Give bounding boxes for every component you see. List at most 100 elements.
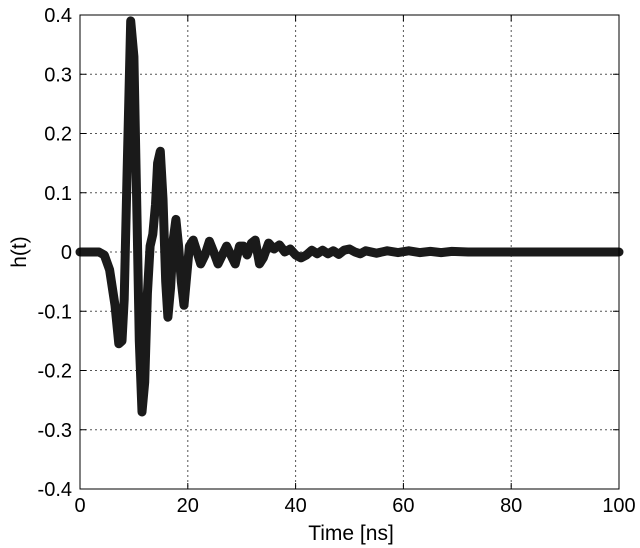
data-point [188,245,190,247]
data-point [226,245,228,247]
x-tick-label: 100 [602,495,635,517]
data-point [133,56,135,57]
data-point [109,269,111,271]
data-point [178,245,180,247]
data-point [483,251,485,253]
x-tick-label: 20 [177,495,199,517]
data-point [242,245,244,247]
data-point [376,252,377,254]
data-point [591,251,593,253]
data-point [338,253,340,255]
y-tick-label: 0.2 [44,124,72,146]
data-point [273,248,275,250]
y-tick-label: 0 [61,242,72,264]
plot-frame [79,14,620,490]
data-point [152,233,154,235]
data-point [343,249,345,251]
data-point [167,316,169,318]
data-point [250,242,252,244]
data-point [521,251,523,253]
y-tick-label: -0.2 [38,361,72,383]
data-point [213,251,215,253]
data-point [103,254,105,256]
data-point [130,20,132,22]
y-tick-label: -0.4 [38,479,72,501]
data-point [332,250,334,252]
data-point [397,252,399,254]
data-point [359,253,361,255]
data-point [217,263,219,265]
data-point [564,251,566,253]
series-layer [75,16,624,417]
data-point [165,281,167,283]
data-point [300,257,302,259]
data-point [429,250,431,252]
x-tick-label: 80 [500,495,522,517]
data-point [305,254,307,256]
y-tick-labels: 0.4 0.3 0.2 0.1 0 -0.1 -0.2 -0.3 -0.4 [38,5,72,501]
data-point [162,198,164,200]
x-tick-label: 60 [392,495,414,517]
data-point [316,253,318,255]
data-point [157,162,159,164]
data-point [440,252,442,254]
data-point [262,257,264,259]
data-point [354,251,356,253]
data-point [327,253,329,255]
data-point [208,240,210,242]
y-axis-title: h(t) [8,236,31,268]
data-point [408,250,410,252]
data-point [138,340,140,342]
data-point [386,250,388,252]
y-tick-label: -0.3 [38,420,72,442]
data-point [136,221,138,223]
data-point [365,250,367,252]
y-tick-label: 0.1 [44,183,72,205]
data-point [196,251,198,253]
data-point [268,242,270,244]
data-point [221,254,223,256]
x-axis-title: Time [ns] [308,522,394,545]
data-point [451,250,453,252]
data-point [170,287,172,289]
data-point [322,249,324,251]
data-point [419,252,421,254]
data-point [126,180,128,182]
data-point [175,218,177,220]
data-point [295,254,297,256]
data-point [254,239,256,241]
data-point [239,245,240,247]
data-point [246,254,248,256]
data-point [123,298,125,300]
y-tick-label: 0.4 [44,5,72,27]
data-point [183,304,185,306]
data-point [121,340,123,342]
y-tick-label: 0.3 [44,64,72,86]
data-point [118,343,120,345]
x-tick-labels: 0 20 40 60 80 100 [74,495,635,517]
x-tick-label: 0 [74,495,85,517]
data-point [349,248,350,250]
data-point [98,251,100,253]
data-point [230,254,232,256]
data-point [204,254,206,256]
data-point [172,239,174,241]
data-point [467,251,469,253]
data-point [114,304,116,306]
data-point [180,281,182,283]
data-point [155,204,156,206]
y-tick-label: -0.1 [38,301,72,323]
data-point [289,248,291,250]
data-point [146,293,148,294]
data-point [186,275,188,277]
data-point [192,239,194,241]
data-point [311,249,313,251]
data-point [278,244,280,246]
data-point [543,251,544,253]
data-point [200,263,202,265]
data-point [259,263,260,265]
data-point [144,381,146,383]
data-point [499,251,501,253]
data-point [234,263,236,265]
